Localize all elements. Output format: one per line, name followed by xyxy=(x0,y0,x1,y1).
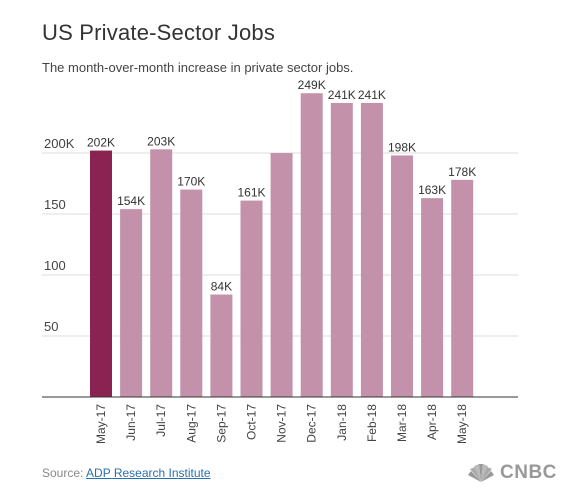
data-label: 241K xyxy=(328,88,356,102)
data-label: 249K xyxy=(298,78,326,92)
data-label: 161K xyxy=(237,186,265,200)
bar xyxy=(90,150,112,397)
data-label: 84K xyxy=(211,280,232,294)
bar xyxy=(330,102,353,397)
cnbc-logo: CNBC xyxy=(466,462,557,484)
x-tick-label: Jan-18 xyxy=(335,404,349,441)
bar xyxy=(391,155,413,397)
y-tick-label: 200K xyxy=(44,136,75,151)
x-tick-label: Sep-17 xyxy=(214,404,228,443)
data-label: 154K xyxy=(117,194,145,208)
y-tick-label: 100 xyxy=(44,258,66,273)
x-tick-label: Nov-17 xyxy=(275,404,289,443)
source-label: Source: xyxy=(42,466,87,480)
x-tick-label: May-18 xyxy=(455,404,469,444)
y-tick-label: 50 xyxy=(44,319,58,334)
bar xyxy=(270,153,293,397)
logo-wordmark: CNBC xyxy=(500,462,557,483)
x-tick-label: May-17 xyxy=(94,404,108,444)
data-label: 178K xyxy=(448,165,476,179)
x-tick-label: Jun-17 xyxy=(124,404,138,441)
bar xyxy=(300,93,323,397)
y-tick-label: 150 xyxy=(44,197,66,212)
x-tick-label: Dec-17 xyxy=(305,404,319,443)
bar xyxy=(421,198,444,397)
source-note: Source: ADP Research Institute xyxy=(42,466,211,480)
x-tick-label: Jul-17 xyxy=(154,404,168,437)
chart-title: US Private-Sector Jobs xyxy=(42,20,276,45)
data-label: 170K xyxy=(177,175,205,189)
bar xyxy=(180,189,203,397)
source-link[interactable]: ADP Research Institute xyxy=(86,466,211,480)
bar xyxy=(451,179,474,397)
bar xyxy=(120,209,143,397)
bar xyxy=(150,149,173,397)
peacock-icon xyxy=(468,464,494,482)
bar xyxy=(240,200,263,397)
bar xyxy=(210,294,233,397)
x-tick-label: Aug-17 xyxy=(184,404,198,443)
chart-subtitle: The month-over-month increase in private… xyxy=(42,60,354,75)
data-label: 203K xyxy=(147,134,175,148)
x-tick-label: Feb-18 xyxy=(365,404,379,442)
data-label: 241K xyxy=(358,88,386,102)
bar-chart: 50 100 150 200K 202K May-17 154K Jun-17 203K Jul-… xyxy=(42,78,518,444)
bar xyxy=(360,102,383,397)
x-tick-label: Apr-18 xyxy=(425,404,439,440)
data-label: 198K xyxy=(388,140,416,154)
x-tick-label: Mar-18 xyxy=(395,404,409,442)
data-label: 202K xyxy=(87,136,115,150)
x-tick-label: Oct-17 xyxy=(245,404,259,440)
data-label: 163K xyxy=(418,183,446,197)
